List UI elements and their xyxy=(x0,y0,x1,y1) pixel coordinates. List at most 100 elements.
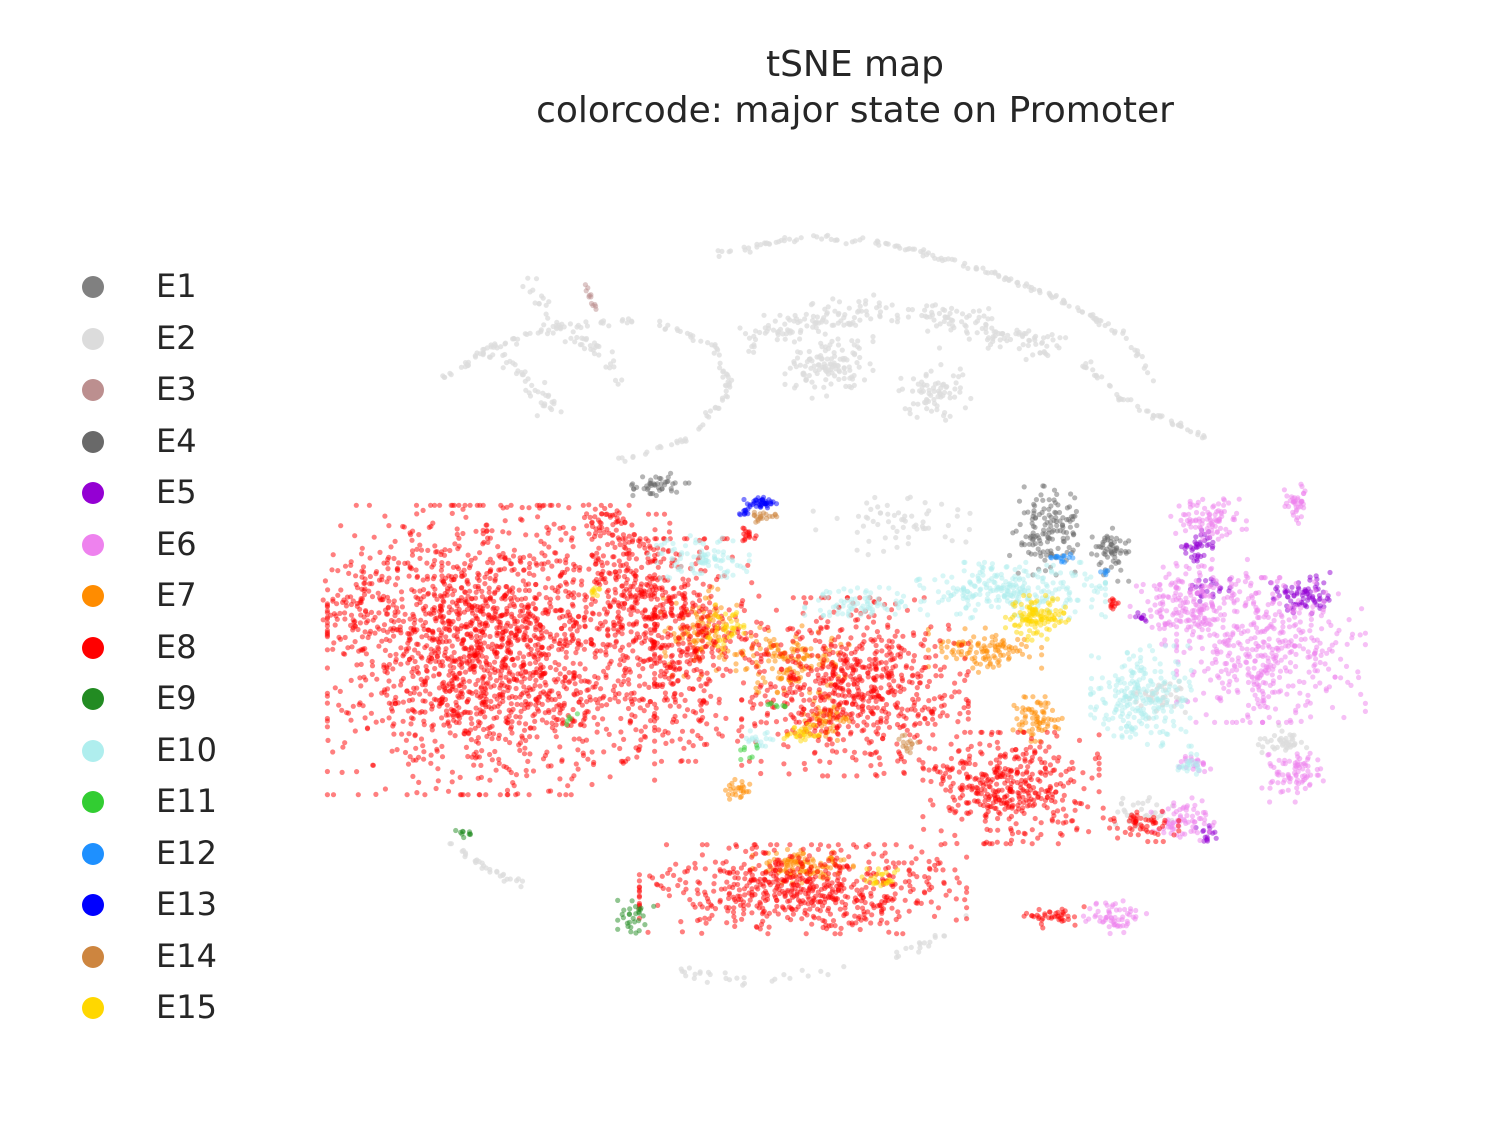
point xyxy=(1030,530,1036,536)
point xyxy=(1310,604,1316,610)
point xyxy=(1259,749,1265,756)
point xyxy=(436,703,442,709)
point xyxy=(511,662,517,668)
point xyxy=(414,573,421,579)
point xyxy=(818,356,825,362)
point xyxy=(1294,777,1301,783)
point xyxy=(1007,552,1013,559)
point xyxy=(1157,626,1163,632)
point xyxy=(417,542,423,548)
point xyxy=(402,749,409,756)
point xyxy=(1312,588,1318,594)
point xyxy=(489,528,495,534)
point xyxy=(1005,651,1011,657)
point xyxy=(1226,689,1232,695)
point xyxy=(1066,303,1072,309)
point xyxy=(920,519,926,525)
point xyxy=(967,510,973,516)
point xyxy=(715,248,721,254)
point xyxy=(432,665,438,672)
point xyxy=(944,644,950,650)
point xyxy=(575,322,582,328)
point xyxy=(445,560,451,566)
point xyxy=(1280,772,1286,778)
point xyxy=(481,693,488,699)
point xyxy=(657,318,663,324)
point xyxy=(876,303,883,309)
point xyxy=(494,650,500,656)
point xyxy=(389,748,395,754)
point xyxy=(567,612,573,618)
point xyxy=(1212,512,1218,518)
point xyxy=(741,975,747,981)
point xyxy=(595,706,601,712)
point xyxy=(1245,628,1251,634)
point xyxy=(557,744,563,750)
point xyxy=(1087,906,1093,912)
point xyxy=(1265,614,1271,621)
point xyxy=(1296,586,1302,592)
point xyxy=(1297,619,1303,625)
point xyxy=(971,634,977,640)
point xyxy=(574,628,580,634)
point xyxy=(810,313,817,319)
point xyxy=(1295,703,1301,709)
point xyxy=(517,650,523,656)
point xyxy=(1290,683,1296,689)
point xyxy=(1116,917,1122,923)
point xyxy=(519,733,525,739)
point xyxy=(450,564,457,570)
point xyxy=(1274,645,1280,651)
point xyxy=(831,350,837,356)
point xyxy=(1312,683,1319,689)
point xyxy=(354,769,360,775)
point xyxy=(462,589,468,595)
point xyxy=(787,330,793,336)
point xyxy=(1273,652,1279,658)
cluster-e3 xyxy=(582,282,599,312)
point xyxy=(421,756,427,762)
point xyxy=(1327,569,1333,576)
point xyxy=(802,316,808,322)
point xyxy=(337,688,343,695)
point xyxy=(339,769,345,776)
point xyxy=(1104,554,1111,560)
point xyxy=(532,605,538,612)
point xyxy=(377,549,383,556)
point xyxy=(1189,795,1195,801)
point xyxy=(421,594,427,600)
point xyxy=(324,665,330,671)
point xyxy=(541,502,547,508)
point xyxy=(801,372,808,378)
point xyxy=(706,414,712,420)
point xyxy=(836,299,843,305)
point xyxy=(488,706,494,712)
point xyxy=(489,736,495,742)
point xyxy=(1035,714,1041,721)
point xyxy=(1292,603,1298,610)
point xyxy=(435,766,441,772)
point xyxy=(1138,588,1145,595)
point xyxy=(542,679,548,686)
point xyxy=(414,790,420,796)
point xyxy=(1148,809,1154,815)
point xyxy=(546,527,552,533)
point xyxy=(1313,656,1319,662)
point xyxy=(434,596,440,602)
point xyxy=(487,633,493,640)
point xyxy=(357,675,363,681)
point xyxy=(1251,621,1257,628)
point xyxy=(540,295,546,301)
point xyxy=(468,715,474,722)
point xyxy=(1039,509,1045,516)
point xyxy=(696,426,702,432)
point xyxy=(860,523,867,529)
point xyxy=(922,313,928,319)
point xyxy=(947,390,953,396)
point xyxy=(1249,647,1255,653)
point xyxy=(1297,690,1303,696)
point xyxy=(972,655,978,661)
point xyxy=(542,403,548,409)
point xyxy=(509,567,515,573)
point xyxy=(552,608,558,614)
